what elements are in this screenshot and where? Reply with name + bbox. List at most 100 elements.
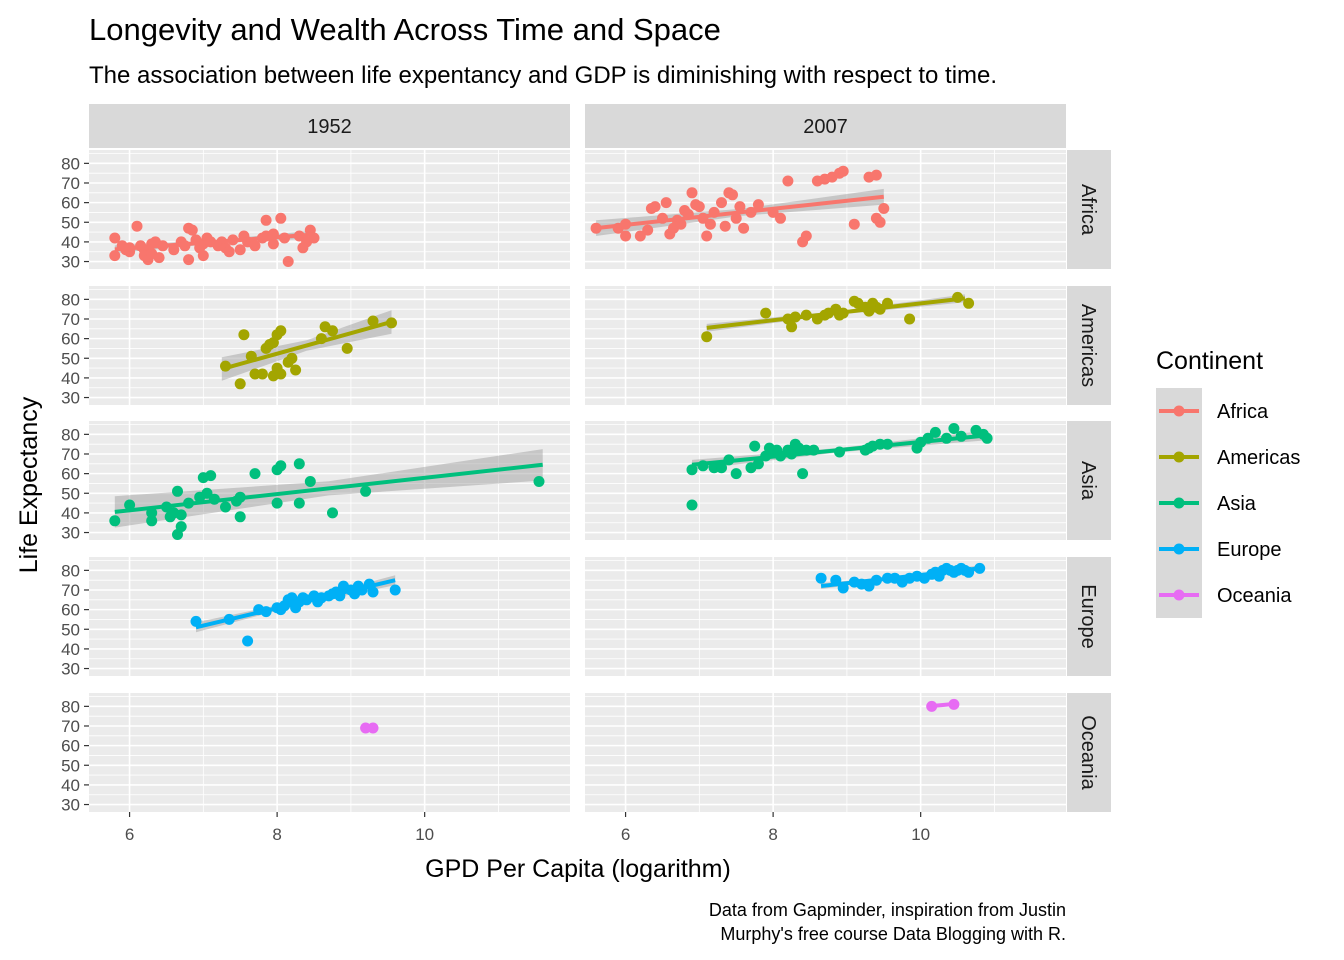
legend-item-asia: Asia — [1159, 493, 1257, 515]
data-point — [109, 232, 121, 244]
data-point — [367, 315, 379, 327]
data-point — [904, 313, 916, 325]
legend: Continent Africa Americas Asia Europe Oceani… — [1156, 347, 1300, 618]
panel-americas-2007 — [585, 286, 1066, 405]
legend-label: Africa — [1217, 401, 1269, 423]
data-point — [716, 197, 727, 209]
strip-label-africa: Africa — [1077, 184, 1099, 236]
trend-line — [114, 232, 315, 252]
data-point — [249, 468, 261, 480]
caption-line-2: Murphy's free course Data Blogging with … — [720, 924, 1066, 944]
trend-line — [820, 566, 980, 589]
data-point — [197, 250, 209, 262]
data-point — [327, 325, 338, 337]
trend-line — [595, 194, 884, 231]
data-point — [660, 197, 672, 209]
data-point — [109, 250, 121, 262]
y-tick-label: 60 — [61, 737, 80, 756]
panel-asia-1952 — [89, 421, 570, 540]
data-point — [256, 368, 268, 380]
legend-key-point — [1173, 451, 1185, 463]
y-tick-label: 30 — [61, 796, 80, 815]
panel-background — [585, 693, 1066, 812]
data-point — [275, 212, 287, 224]
facet-panels — [89, 150, 1066, 812]
data-point — [175, 509, 187, 521]
x-tick-label: 6 — [621, 825, 630, 844]
y-tick-label: 40 — [61, 369, 80, 388]
y-tick-label: 40 — [61, 776, 80, 795]
legend-label: Europe — [1217, 539, 1282, 561]
panel-oceania-2007 — [585, 693, 1066, 812]
data-point — [271, 497, 283, 509]
data-point — [109, 515, 121, 527]
strip-africa — [1067, 150, 1111, 269]
y-tick-label: 50 — [61, 620, 80, 639]
panel-africa-2007 — [585, 150, 1066, 269]
legend-item-oceania: Oceania — [1159, 585, 1292, 607]
legend-label: Americas — [1217, 447, 1300, 469]
trend-line — [195, 578, 396, 630]
panel-europe-1952 — [89, 557, 570, 676]
data-point — [124, 499, 136, 511]
data-point — [870, 169, 882, 181]
data-point — [719, 220, 731, 232]
data-point — [649, 201, 661, 213]
y-tick-label: 60 — [61, 601, 80, 620]
data-point — [260, 214, 272, 226]
y-tick-label: 80 — [61, 561, 80, 580]
data-point — [275, 325, 287, 337]
caption-line-1: Data from Gapminder, inspiration from Ju… — [709, 900, 1066, 920]
data-point — [686, 187, 698, 199]
series-africa-1952 — [109, 212, 320, 267]
strip-americas — [1067, 286, 1111, 405]
data-point — [620, 230, 632, 242]
data-point — [782, 175, 794, 187]
data-point — [234, 511, 246, 523]
data-point — [738, 222, 750, 234]
data-point — [800, 230, 812, 242]
strip-label-oceania: Oceania — [1077, 715, 1099, 790]
axes: 3040506070803040506070803040506070803040… — [61, 154, 930, 844]
data-point — [238, 329, 250, 341]
data-point — [730, 468, 742, 480]
legend-title: Continent — [1156, 347, 1263, 375]
data-point — [675, 218, 687, 230]
data-point — [220, 501, 231, 513]
data-point — [275, 368, 287, 380]
data-point — [749, 440, 761, 452]
series-africa-2007 — [590, 165, 890, 248]
data-point — [963, 297, 975, 309]
x-tick-label: 6 — [125, 825, 134, 844]
data-point — [642, 224, 654, 236]
data-point — [293, 458, 305, 470]
data-point — [223, 246, 235, 258]
panel-europe-2007 — [585, 557, 1066, 676]
y-tick-label: 60 — [61, 465, 80, 484]
y-tick-label: 70 — [61, 581, 80, 600]
data-point — [634, 230, 646, 242]
data-point — [172, 485, 183, 497]
data-point — [360, 485, 372, 497]
panel-africa-1952 — [89, 150, 570, 269]
facet-strips: 1952 2007 Africa Americas Asia Europe Oceania — [89, 104, 1111, 812]
y-tick-label: 40 — [61, 640, 80, 659]
strip-label-1952: 1952 — [307, 116, 352, 138]
data-point — [293, 497, 305, 509]
data-point — [701, 331, 713, 343]
y-tick-label: 50 — [61, 349, 80, 368]
y-tick-label: 80 — [61, 697, 80, 716]
y-tick-label: 80 — [61, 425, 80, 444]
data-point — [234, 378, 246, 390]
data-point — [327, 507, 338, 519]
series-americas-2007 — [701, 291, 975, 343]
data-point — [297, 242, 309, 254]
x-tick-label: 8 — [272, 825, 281, 844]
series-asia-2007 — [686, 423, 993, 511]
panel-americas-1952 — [89, 286, 570, 405]
data-point — [686, 499, 698, 511]
data-point — [848, 218, 860, 230]
series-asia-1952 — [109, 449, 545, 540]
data-point — [734, 201, 746, 213]
data-point — [190, 615, 202, 627]
